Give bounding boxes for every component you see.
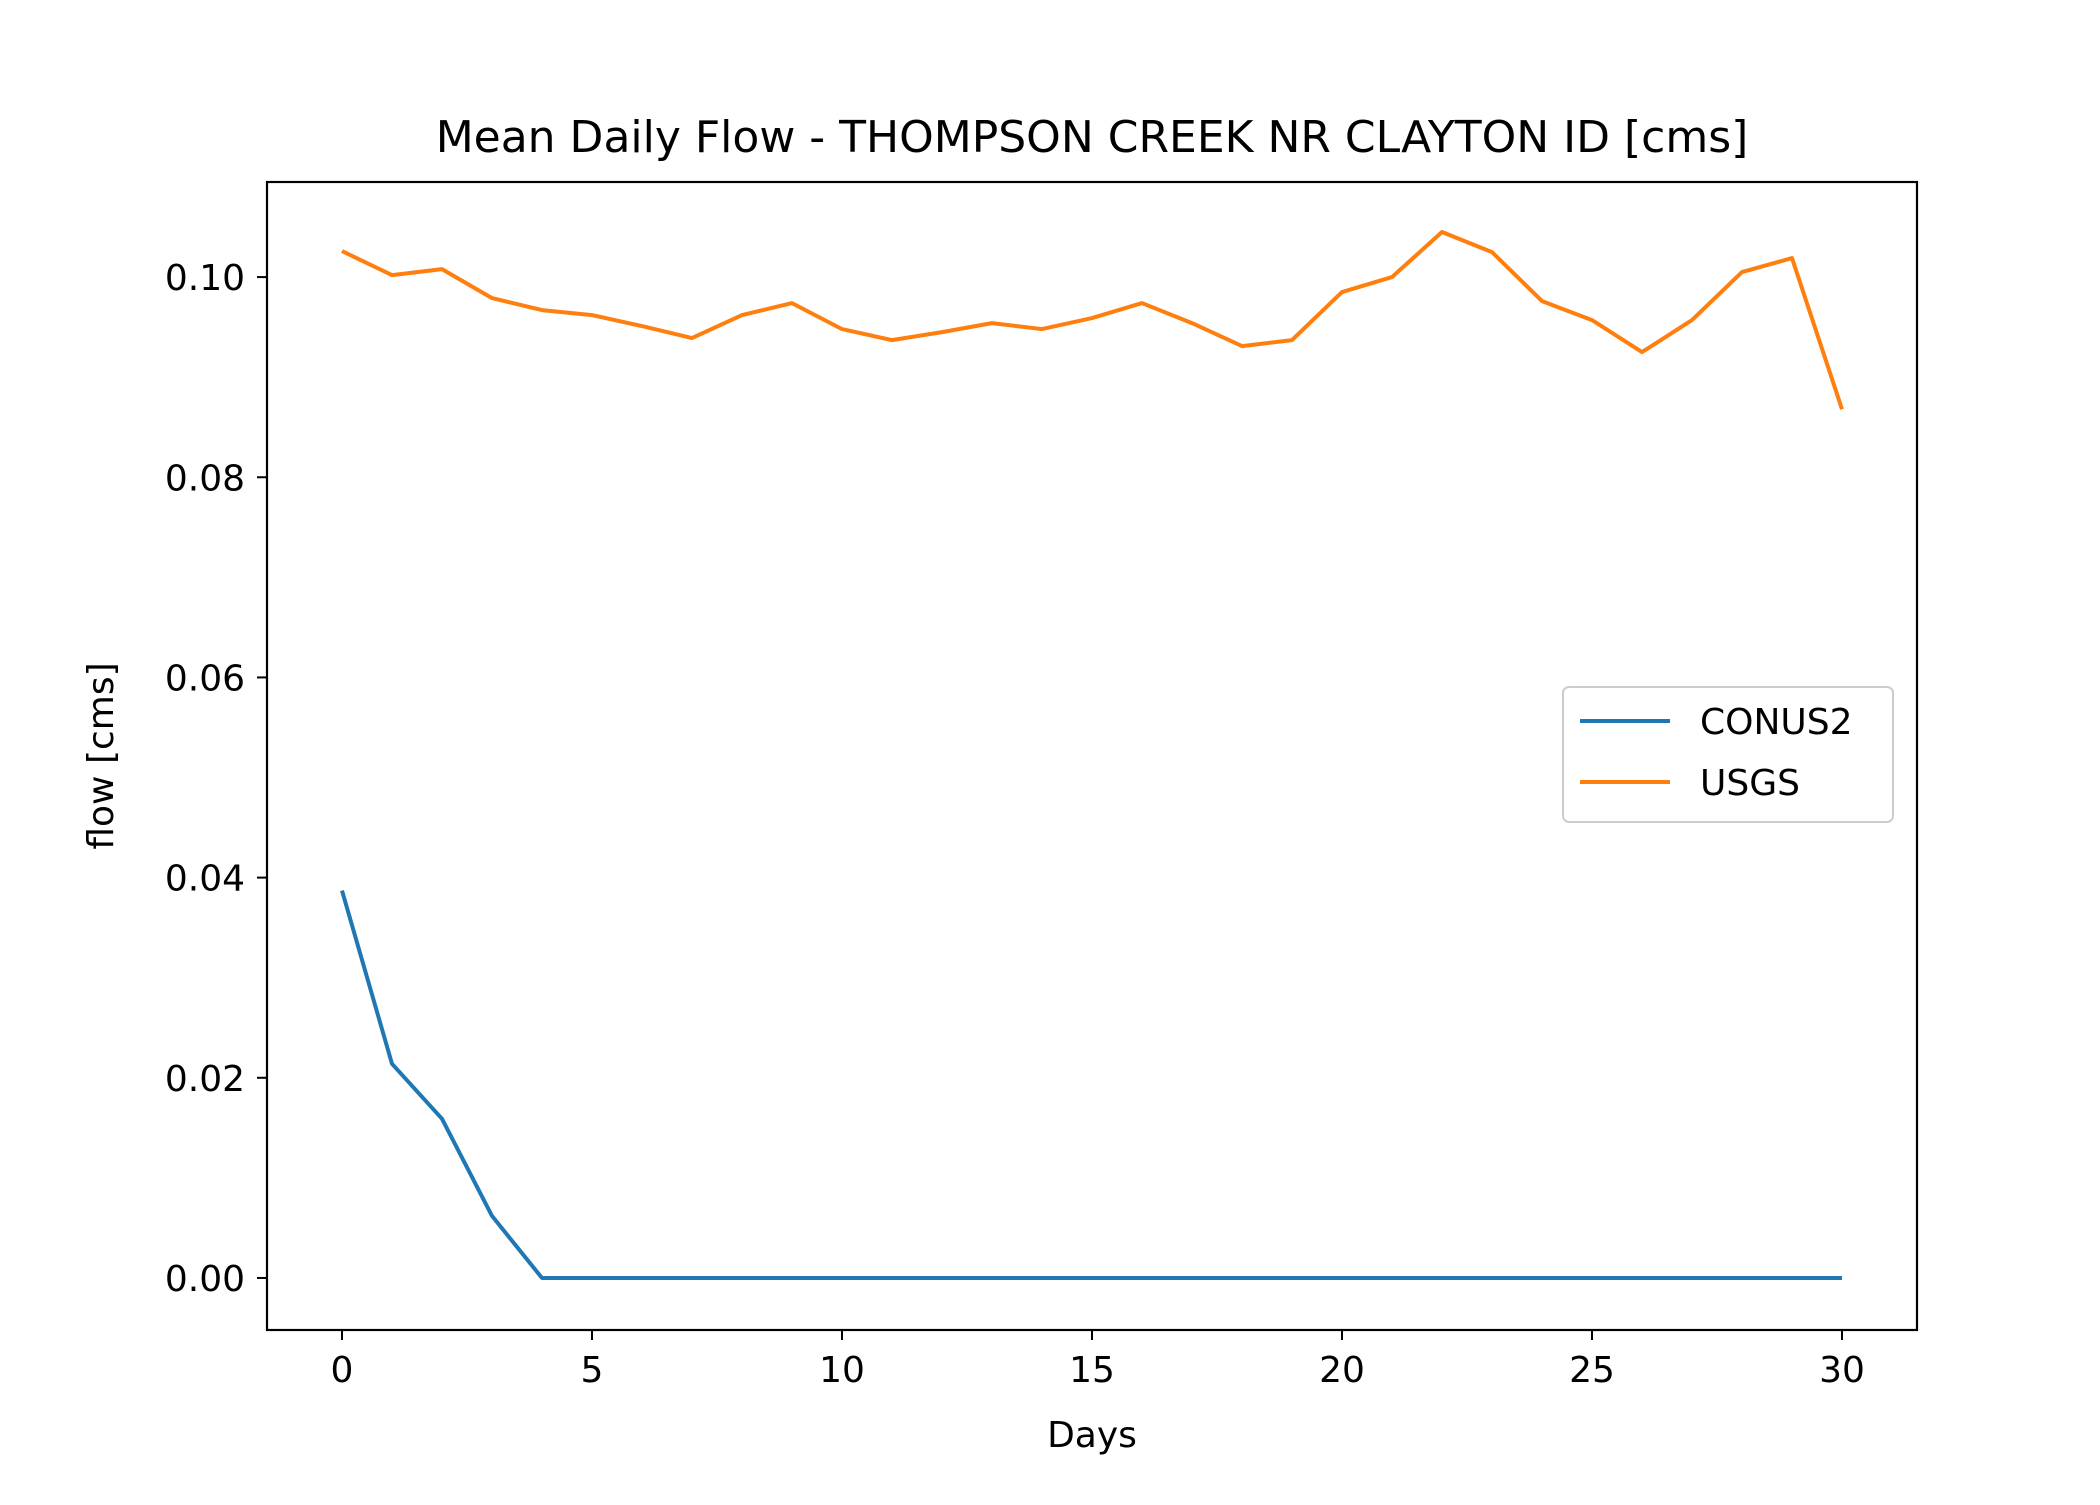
x-tick-label: 5 bbox=[581, 1350, 604, 1391]
y-axis: 0.00 0.02 0.04 0.06 0.08 0.10 bbox=[165, 258, 267, 1300]
y-tick-label: 0.02 bbox=[165, 1059, 245, 1100]
series-line-usgs bbox=[341, 230, 1844, 410]
x-axis: 0 5 10 15 20 25 30 bbox=[331, 1330, 1865, 1391]
y-tick-label: 0.08 bbox=[165, 458, 245, 499]
x-tick-label: 20 bbox=[1319, 1350, 1365, 1391]
series-lines bbox=[340, 230, 1844, 1280]
legend-label-usgs: USGS bbox=[1700, 763, 1800, 804]
x-tick-label: 15 bbox=[1069, 1350, 1115, 1391]
y-tick-label: 0.10 bbox=[165, 258, 245, 299]
y-tick-label: 0.04 bbox=[165, 859, 245, 900]
x-tick-label: 30 bbox=[1819, 1350, 1865, 1391]
x-tick-label: 0 bbox=[331, 1350, 354, 1391]
legend-label-conus2: CONUS2 bbox=[1700, 702, 1853, 743]
chart-title: Mean Daily Flow - THOMPSON CREEK NR CLAY… bbox=[436, 112, 1749, 163]
y-axis-label: flow [cms] bbox=[81, 662, 122, 849]
x-tick-label: 25 bbox=[1569, 1350, 1615, 1391]
legend: CONUS2 USGS bbox=[1562, 686, 1894, 823]
y-tick-label: 0.00 bbox=[165, 1259, 245, 1300]
y-tick-label: 0.06 bbox=[165, 658, 245, 699]
x-tick-label: 10 bbox=[819, 1350, 865, 1391]
series-line-conus2 bbox=[340, 890, 1842, 1280]
x-axis-label: Days bbox=[1047, 1415, 1137, 1456]
